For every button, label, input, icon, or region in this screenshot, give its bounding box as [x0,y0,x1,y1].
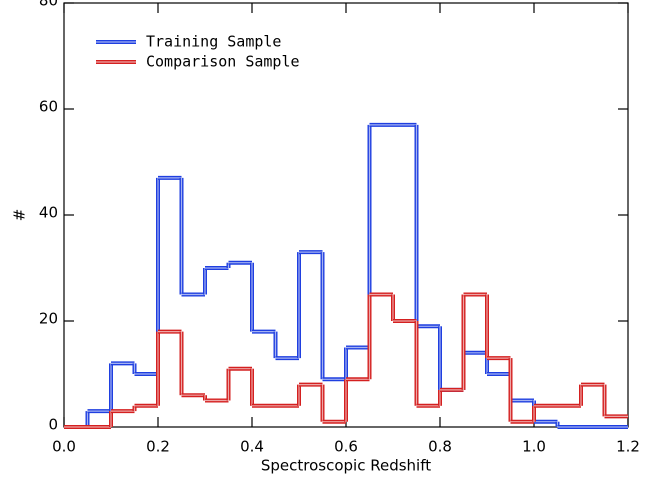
x-tick-label: 1.0 [522,438,546,456]
legend-label: Training Sample [146,33,281,51]
y-tick-label: 80 [39,0,58,10]
legend-label: Comparison Sample [146,53,300,71]
y-tick-label: 40 [39,204,58,222]
y-tick-label: 60 [39,98,58,116]
x-tick-label: 0.8 [428,438,452,456]
x-tick-label: 0.2 [146,438,170,456]
x-tick-label: 0.6 [334,438,358,456]
x-axis-label: Spectroscopic Redshift [261,457,431,475]
x-tick-label: 1.2 [616,438,640,456]
y-tick-label: 20 [39,310,58,328]
y-axis-label: # [11,209,29,222]
x-tick-label: 0.4 [240,438,264,456]
y-tick-label: 0 [48,416,58,434]
x-tick-label: 0.0 [52,438,76,456]
